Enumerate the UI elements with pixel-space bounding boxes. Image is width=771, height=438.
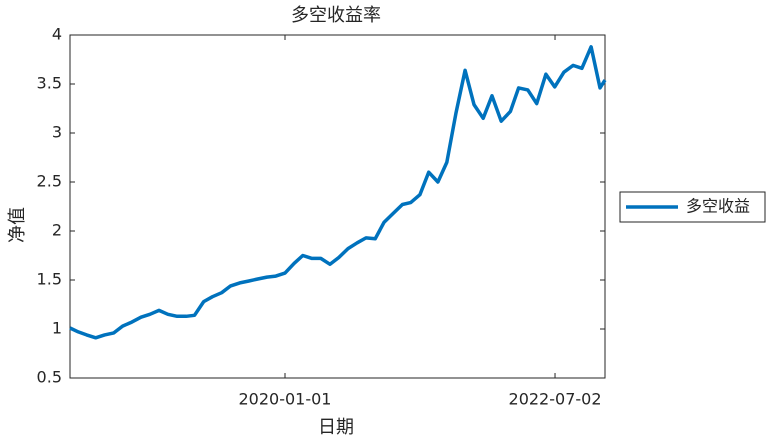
y-tick-label: 1 (52, 319, 62, 338)
chart-title: 多空收益率 (291, 5, 381, 26)
y-tick-label: 3 (52, 123, 62, 142)
legend-label: 多空收益 (686, 197, 750, 216)
y-tick-label: 3.5 (37, 74, 62, 93)
y-tick-label: 1.5 (37, 270, 62, 289)
y-axis-label: 净值 (7, 207, 28, 243)
x-axis-label: 日期 (318, 417, 354, 438)
y-tick-label: 2 (52, 221, 62, 240)
y-tick-label: 2.5 (37, 172, 62, 191)
data-line (69, 45, 607, 340)
y-tick-label: 0.5 (37, 368, 62, 387)
x-tick-label: 2020-01-01 (239, 390, 332, 409)
axes-box (69, 34, 606, 379)
x-tick-label: 2022-07-02 (509, 390, 602, 409)
y-tick-label: 4 (52, 25, 62, 44)
